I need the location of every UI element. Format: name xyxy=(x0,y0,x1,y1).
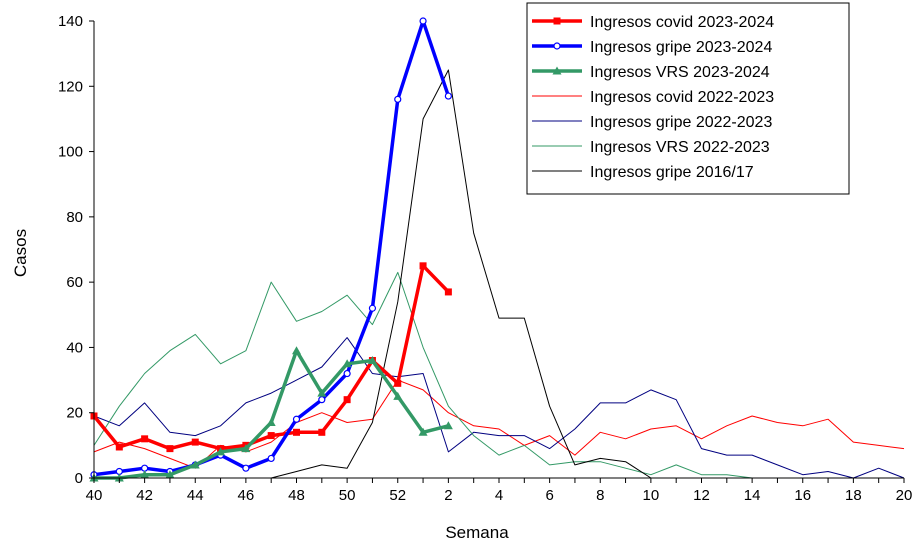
series-ingresos-gripe-2022-2023 xyxy=(93,337,905,479)
data-point-triangle xyxy=(292,346,301,355)
x-tick-label: 2 xyxy=(444,487,452,504)
x-tick-label: 6 xyxy=(545,487,553,504)
data-point-square xyxy=(318,428,326,436)
data-point-triangle xyxy=(418,427,428,436)
data-point-circle xyxy=(343,369,351,378)
legend-item-ingresos-gripe-2023-2024: Ingresos gripe 2023-2024 xyxy=(532,39,772,56)
x-tick-label: 42 xyxy=(136,487,153,504)
legend-item-ingresos-gripe-2016-17: Ingresos gripe 2016/17 xyxy=(532,164,754,181)
legend-label: Ingresos gripe 2023-2024 xyxy=(590,39,772,56)
x-tick-label: 8 xyxy=(596,487,604,504)
series-ingresos-gripe-2023-2024 xyxy=(90,17,452,479)
legend-item-ingresos-covid-2023-2024: Ingresos covid 2023-2024 xyxy=(532,14,774,31)
x-tick-label: 40 xyxy=(86,487,103,504)
data-point-square xyxy=(444,288,452,296)
axes xyxy=(89,20,905,483)
data-point-triangle xyxy=(216,447,226,456)
data-point-circle xyxy=(292,415,301,423)
data-point-triangle xyxy=(393,391,403,400)
legend-item-ingresos-covid-2022-2023: Ingresos covid 2022-2023 xyxy=(532,89,774,106)
y-tick-label: 80 xyxy=(66,209,83,226)
y-tick-label: 100 xyxy=(58,144,83,161)
y-axis-title: Casos xyxy=(11,229,30,277)
x-tick-label: 50 xyxy=(339,487,356,504)
y-tick-label: 0 xyxy=(75,470,83,487)
series-line xyxy=(93,19,451,477)
data-point-circle xyxy=(419,17,427,25)
data-point-square xyxy=(394,379,402,387)
data-point-circle xyxy=(553,42,561,50)
data-point-square xyxy=(419,262,427,270)
legend-label: Ingresos covid 2023-2024 xyxy=(590,14,774,31)
x-tick-label: 20 xyxy=(896,487,913,504)
data-point-circle xyxy=(394,95,402,103)
data-point-triangle xyxy=(552,66,562,75)
series-line xyxy=(93,337,905,479)
data-point-square xyxy=(115,443,123,451)
data-point-triangle xyxy=(317,388,327,397)
series-ingresos-vrs-2023-2024 xyxy=(89,346,453,482)
data-point-square xyxy=(293,428,300,436)
data-point-circle xyxy=(368,304,377,312)
legend-item-ingresos-vrs-2023-2024: Ingresos VRS 2023-2024 xyxy=(532,64,770,81)
legend-item-ingresos-gripe-2022-2023: Ingresos gripe 2022-2023 xyxy=(532,114,772,131)
x-tick-label: 44 xyxy=(187,487,204,504)
data-point-circle xyxy=(444,92,452,100)
x-axis-title: Semana xyxy=(445,523,509,542)
data-point-square xyxy=(267,432,275,440)
legend: Ingresos covid 2023-2024 Ingresos gripe 2… xyxy=(526,2,850,195)
x-tick-label: 10 xyxy=(643,487,660,504)
data-point-square xyxy=(141,435,149,443)
y-tick-label: 40 xyxy=(66,339,83,356)
y-tick-label: 120 xyxy=(58,78,83,95)
data-point-circle xyxy=(318,396,326,404)
legend-item-ingresos-vrs-2022-2023: Ingresos VRS 2022-2023 xyxy=(532,139,770,156)
legend-label: Ingresos gripe 2022-2023 xyxy=(590,114,772,131)
x-tick-label: 46 xyxy=(238,487,255,504)
data-point-square xyxy=(343,396,351,404)
y-tick-label: 20 xyxy=(66,405,83,422)
legend-label: Ingresos VRS 2023-2024 xyxy=(590,64,770,81)
y-tick-label: 140 xyxy=(58,13,83,30)
x-tick-label: 16 xyxy=(794,487,811,504)
x-tick-label: 12 xyxy=(693,487,710,504)
data-point-triangle xyxy=(190,460,200,469)
legend-label: Ingresos gripe 2016/17 xyxy=(590,164,754,181)
legend-label: Ingresos VRS 2022-2023 xyxy=(590,139,770,156)
data-point-circle xyxy=(267,454,275,463)
data-point-triangle xyxy=(140,470,150,479)
data-point-triangle xyxy=(165,470,175,479)
data-point-triangle xyxy=(367,355,377,364)
data-point-square xyxy=(191,438,199,446)
x-tick-label: 48 xyxy=(288,487,305,504)
data-point-square xyxy=(166,445,174,453)
x-tick-label: 52 xyxy=(389,487,406,504)
data-point-square xyxy=(553,17,561,25)
x-tick-label: 4 xyxy=(495,487,503,504)
x-tick-label: 14 xyxy=(744,487,761,504)
data-point-triangle xyxy=(266,418,276,427)
y-tick-label: 60 xyxy=(66,274,83,291)
data-point-circle xyxy=(242,464,250,472)
legend-box xyxy=(526,2,850,195)
data-point-triangle xyxy=(241,444,251,453)
legend-label: Ingresos covid 2022-2023 xyxy=(590,89,774,106)
data-point-triangle xyxy=(443,421,453,430)
data-point-triangle xyxy=(342,359,352,368)
x-tick-label: 18 xyxy=(845,487,862,504)
